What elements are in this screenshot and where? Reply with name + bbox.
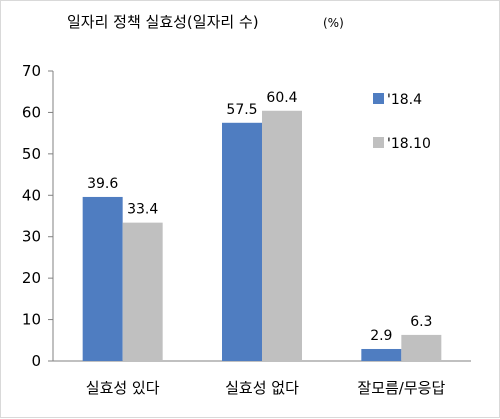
category-label: 잘모름/무응답 <box>357 379 445 397</box>
data-label: 57.5 <box>226 102 257 118</box>
bar <box>82 196 123 361</box>
bars-layer: 39.6 33.4 57.5 60.4 2.9 6.3 <box>82 90 442 362</box>
legend-label: '18.10 <box>387 136 431 152</box>
legend-label: '18.4 <box>387 92 422 108</box>
legend-swatch <box>373 93 384 104</box>
chart-unit: (%) <box>323 16 344 30</box>
legend-swatch <box>373 137 384 148</box>
data-label: 6.3 <box>410 314 432 330</box>
y-tick-label: 20 <box>22 269 41 287</box>
bar <box>401 334 442 361</box>
legend: '18.4 '18.10 <box>373 92 431 152</box>
data-label: 33.4 <box>127 202 158 218</box>
bar <box>262 110 302 362</box>
y-tick-label: 0 <box>31 352 41 370</box>
category-label: 실효성 있다 <box>86 379 160 397</box>
y-tick-label: 50 <box>22 145 41 163</box>
chart-title: 일자리 정책 실효성(일자리 수) <box>67 13 259 31</box>
data-label: 39.6 <box>87 176 118 192</box>
data-label: 2.9 <box>370 328 392 344</box>
y-tick-label: 40 <box>22 186 41 204</box>
y-tick-label: 30 <box>22 228 41 246</box>
y-tick-label: 70 <box>22 62 41 80</box>
bar <box>122 222 163 361</box>
data-label: 60.4 <box>266 90 297 106</box>
axis-layer: 0 10 20 30 40 50 60 70 실효성 있다 실효성 없다 잘모름/무응답 <box>22 62 471 397</box>
category-label: 실효성 없다 <box>225 379 299 397</box>
y-tick-label: 10 <box>22 311 41 329</box>
y-tick-label: 60 <box>22 103 41 121</box>
bar <box>361 348 402 361</box>
bar <box>222 122 262 362</box>
